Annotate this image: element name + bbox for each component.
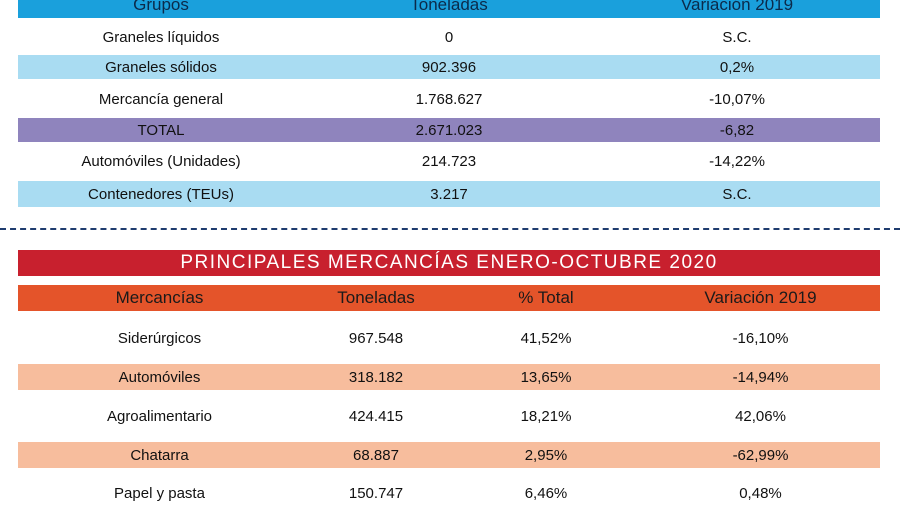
good-pct: 13,65% — [520, 368, 572, 386]
group-variation: -14,22% — [709, 152, 765, 170]
table-row: Graneles líquidos 0 S.C. — [18, 24, 880, 50]
header-mercancias: Mercancías — [115, 288, 204, 307]
table-row: Contenedores (TEUs) 3.217 S.C. — [18, 181, 880, 207]
group-variation: 0,2% — [719, 58, 755, 76]
table-row: Automóviles 318.182 13,65% -14,94% — [18, 364, 880, 390]
group-variation: S.C. — [722, 28, 752, 46]
table-row: Automóviles (Unidades) 214.723 -14,22% — [18, 148, 880, 174]
goods-table-title: PRINCIPALES MERCANCÍAS ENERO-OCTUBRE 202… — [18, 250, 880, 276]
group-name: Graneles líquidos — [102, 28, 220, 46]
group-variation: -6,82 — [719, 121, 755, 139]
good-variation: -16,10% — [732, 329, 789, 347]
header-pct-total: % Total — [518, 288, 574, 307]
good-variation: -62,99% — [732, 446, 789, 464]
table-row: Siderúrgicos 967.548 41,52% -16,10% — [18, 324, 880, 352]
header-toneladas: Toneladas — [410, 0, 488, 14]
group-tons: 0 — [444, 28, 454, 46]
group-tons: 2.671.023 — [415, 121, 483, 139]
good-pct: 6,46% — [524, 484, 568, 502]
group-name: Graneles sólidos — [105, 58, 217, 76]
table-row: Mercancía general 1.768.627 -10,07% — [18, 86, 880, 112]
good-pct: 18,21% — [520, 407, 572, 425]
good-tons: 318.182 — [348, 368, 404, 386]
table-row: Graneles sólidos 902.396 0,2% — [18, 55, 880, 79]
good-variation: 42,06% — [735, 407, 786, 425]
group-name: Automóviles (Unidades) — [81, 152, 241, 170]
good-tons: 967.548 — [348, 329, 404, 347]
table-row-total: TOTAL 2.671.023 -6,82 — [18, 118, 880, 142]
header-toneladas: Toneladas — [337, 288, 415, 307]
good-name: Automóviles — [118, 368, 201, 386]
good-name: Agroalimentario — [106, 407, 213, 425]
group-tons: 902.396 — [421, 58, 477, 76]
group-name: Contenedores (TEUs) — [88, 185, 234, 203]
group-tons: 3.217 — [430, 185, 468, 203]
group-tons: 214.723 — [421, 152, 477, 170]
group-name: Mercancía general — [98, 90, 224, 108]
good-variation: 0,48% — [739, 484, 782, 502]
dashed-divider — [0, 228, 900, 230]
group-variation: -10,07% — [709, 90, 765, 108]
good-name: Chatarra — [130, 446, 189, 464]
header-variacion: Variación 2019 — [704, 288, 817, 307]
good-variation: -14,94% — [732, 368, 789, 386]
header-variacion: Variación 2019 — [680, 0, 794, 14]
good-tons: 424.415 — [348, 407, 404, 425]
table-row: Agroalimentario 424.415 18,21% 42,06% — [18, 402, 880, 430]
goods-table-header: Mercancías Toneladas % Total Variación 2… — [18, 285, 880, 311]
good-tons: 68.887 — [353, 446, 399, 464]
table-row: Chatarra 68.887 2,95% -62,99% — [18, 442, 880, 468]
header-grupos: Grupos — [133, 0, 189, 14]
good-name: Papel y pasta — [114, 484, 205, 502]
good-tons: 150.747 — [348, 484, 404, 502]
group-tons: 1.768.627 — [415, 90, 483, 108]
good-pct: 41,52% — [520, 329, 572, 347]
groups-table-header: Grupos Toneladas Variación 2019 — [18, 0, 880, 18]
group-variation: S.C. — [722, 185, 752, 203]
good-name: Siderúrgicos — [117, 329, 202, 347]
good-pct: 2,95% — [524, 446, 568, 464]
table-row: Papel y pasta 150.747 6,46% 0,48% — [18, 480, 880, 506]
group-name: TOTAL — [137, 121, 185, 139]
